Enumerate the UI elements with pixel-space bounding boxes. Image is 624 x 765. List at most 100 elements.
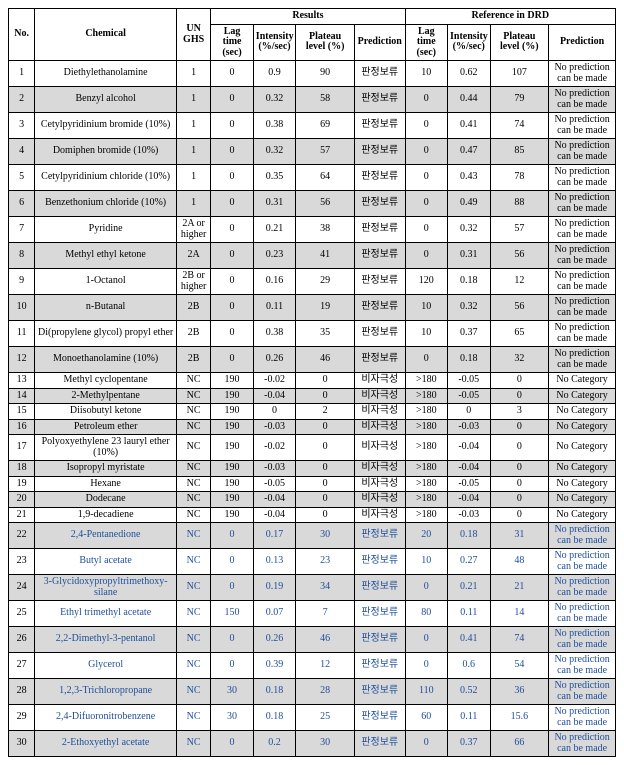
table-row: 262,2-Dimethyl-3-pentanolNC00.2646판정보류00… [9, 627, 616, 653]
cell-d-lag: 0 [405, 165, 447, 191]
cell-no: 1 [9, 61, 35, 87]
cell-ghs: NC [176, 601, 210, 627]
table-row: 19HexaneNC190-0.050비자극성>180-0.050No Cate… [9, 476, 616, 492]
cell-ghs: 2B [176, 321, 210, 347]
cell-r-lag: 0 [211, 217, 253, 243]
cell-r-pred: 비자극성 [354, 461, 405, 477]
cell-chemical: 2,2-Dimethyl-3-pentanol [35, 627, 177, 653]
cell-chemical: 1-Octanol [35, 269, 177, 295]
hdr-pred-r: Prediction [354, 24, 405, 61]
table-row: 11Di(propylene glycol) propyl ether2B00.… [9, 321, 616, 347]
hdr-lag-r: Lag time (sec) [211, 24, 253, 61]
table-row: 281,2,3-TrichloropropaneNC300.1828판정보류11… [9, 679, 616, 705]
hdr-plat-d: Plateau level (%) [490, 24, 549, 61]
cell-r-plat: 58 [296, 87, 355, 113]
cell-r-pred: 판정보류 [354, 347, 405, 373]
cell-r-lag: 30 [211, 679, 253, 705]
cell-d-plat: 65 [490, 321, 549, 347]
table-row: 5Cetylpyridinium chloride (10%)100.3564판… [9, 165, 616, 191]
cell-r-int: 0.39 [253, 653, 295, 679]
cell-d-plat: 0 [490, 435, 549, 461]
cell-r-int: 0.35 [253, 165, 295, 191]
cell-d-plat: 3 [490, 404, 549, 420]
cell-d-lag: 60 [405, 705, 447, 731]
cell-r-int: 0.17 [253, 523, 295, 549]
cell-d-pred: No Category [549, 388, 616, 404]
cell-r-lag: 190 [211, 388, 253, 404]
cell-r-int: 0.11 [253, 295, 295, 321]
cell-ghs: NC [176, 388, 210, 404]
cell-r-lag: 0 [211, 653, 253, 679]
cell-d-int: 0.18 [448, 347, 490, 373]
cell-r-pred: 비자극성 [354, 507, 405, 523]
cell-r-pred: 판정보류 [354, 549, 405, 575]
cell-chemical: Methyl cyclopentane [35, 373, 177, 389]
cell-no: 27 [9, 653, 35, 679]
cell-r-int: 0.38 [253, 321, 295, 347]
cell-chemical: Butyl acetate [35, 549, 177, 575]
cell-d-lag: 0 [405, 731, 447, 757]
cell-r-pred: 판정보류 [354, 705, 405, 731]
table-row: 18Isopropyl myristateNC190-0.030비자극성>180… [9, 461, 616, 477]
cell-r-pred: 판정보류 [354, 217, 405, 243]
cell-d-pred: No prediction can be made [549, 87, 616, 113]
cell-r-pred: 판정보류 [354, 243, 405, 269]
cell-r-int: 0.13 [253, 549, 295, 575]
cell-no: 11 [9, 321, 35, 347]
table-row: 211,9-decadieneNC190-0.040비자극성>180-0.030… [9, 507, 616, 523]
cell-d-pred: No Category [549, 507, 616, 523]
table-row: 1Diethylethanolamine100.990판정보류100.62107… [9, 61, 616, 87]
cell-no: 18 [9, 461, 35, 477]
cell-r-plat: 19 [296, 295, 355, 321]
cell-d-pred: No prediction can be made [549, 653, 616, 679]
cell-chemical: Methyl ethyl ketone [35, 243, 177, 269]
table-row: 91-Octanol2B or higher00.1629판정보류1200.18… [9, 269, 616, 295]
cell-ghs: 1 [176, 61, 210, 87]
cell-r-int: 0.26 [253, 627, 295, 653]
cell-r-lag: 0 [211, 61, 253, 87]
cell-r-pred: 비자극성 [354, 388, 405, 404]
cell-ghs: NC [176, 705, 210, 731]
cell-chemical: Di(propylene glycol) propyl ether [35, 321, 177, 347]
cell-r-pred: 판정보류 [354, 165, 405, 191]
cell-d-plat: 31 [490, 523, 549, 549]
cell-r-lag: 0 [211, 549, 253, 575]
cell-r-lag: 0 [211, 87, 253, 113]
cell-d-plat: 107 [490, 61, 549, 87]
cell-d-int: 0.31 [448, 243, 490, 269]
cell-r-int: -0.03 [253, 461, 295, 477]
cell-r-lag: 0 [211, 295, 253, 321]
cell-d-plat: 48 [490, 549, 549, 575]
cell-r-pred: 판정보류 [354, 139, 405, 165]
cell-d-pred: No prediction can be made [549, 243, 616, 269]
cell-r-int: 0.32 [253, 139, 295, 165]
cell-chemical: 2-Methylpentane [35, 388, 177, 404]
cell-chemical: 2,4-Pentanedione [35, 523, 177, 549]
cell-r-plat: 2 [296, 404, 355, 420]
cell-chemical: Pyridine [35, 217, 177, 243]
cell-d-pred: No prediction can be made [549, 601, 616, 627]
hdr-int-r: Intensity (%/sec) [253, 24, 295, 61]
hdr-int-d: Intensity (%/sec) [448, 24, 490, 61]
cell-r-plat: 30 [296, 523, 355, 549]
cell-r-plat: 38 [296, 217, 355, 243]
cell-d-plat: 85 [490, 139, 549, 165]
cell-r-int: 0.19 [253, 575, 295, 601]
cell-d-pred: No Category [549, 492, 616, 508]
cell-d-pred: No prediction can be made [549, 523, 616, 549]
cell-d-plat: 0 [490, 507, 549, 523]
cell-ghs: NC [176, 627, 210, 653]
hdr-no: No. [9, 9, 35, 61]
cell-r-pred: 판정보류 [354, 113, 405, 139]
cell-d-int: -0.03 [448, 419, 490, 435]
cell-r-plat: 0 [296, 492, 355, 508]
cell-r-lag: 30 [211, 705, 253, 731]
cell-d-lag: >180 [405, 435, 447, 461]
cell-r-plat: 64 [296, 165, 355, 191]
cell-d-lag: 0 [405, 191, 447, 217]
cell-d-int: 0.41 [448, 627, 490, 653]
cell-d-int: 0.37 [448, 321, 490, 347]
cell-d-plat: 74 [490, 627, 549, 653]
cell-d-plat: 88 [490, 191, 549, 217]
cell-d-lag: 0 [405, 113, 447, 139]
